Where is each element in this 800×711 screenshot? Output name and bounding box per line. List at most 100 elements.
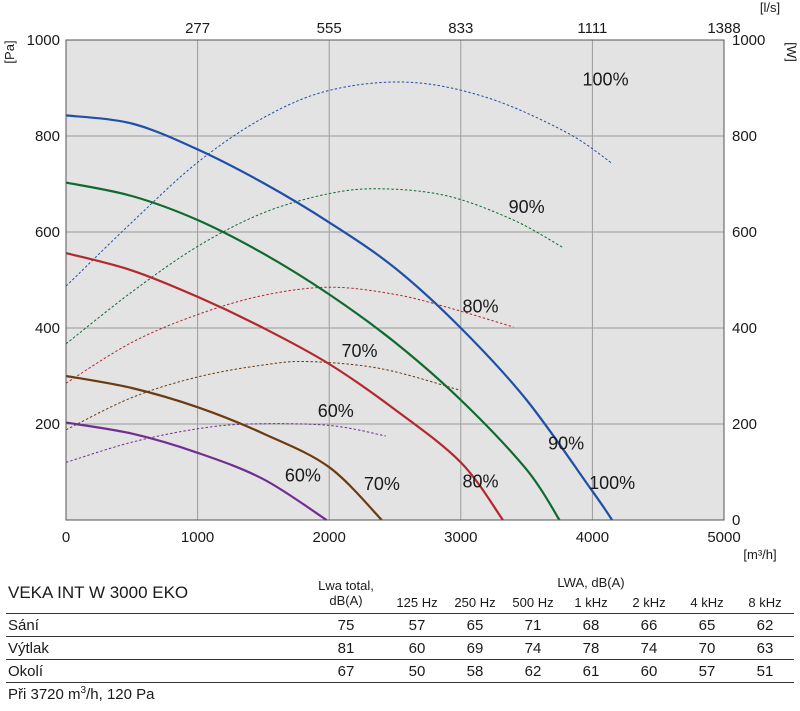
y-right-tick-label: 200 <box>732 416 757 433</box>
band-header: 125 Hz <box>388 591 446 614</box>
x-top-tick-label: 277 <box>185 20 210 37</box>
y-right-tick-label: 600 <box>732 224 757 241</box>
table-header-row-2: 125 Hz 250 Hz 500 Hz 1 kHz 2 kHz 4 kHz 8… <box>6 591 794 614</box>
y-left-tick-label: 800 <box>35 128 60 145</box>
table-row: Sání 75 57 65 71 68 66 65 62 <box>6 613 794 637</box>
row-total: 75 <box>304 613 388 637</box>
row-value: 63 <box>736 636 794 660</box>
x-top-tick-label: 555 <box>317 20 342 37</box>
power-curve-70pct <box>65 360 461 431</box>
table-header-row-1: VEKA INT W 3000 EKO Lwa total, dB(A) LWA… <box>6 573 794 614</box>
row-value: 60 <box>620 659 678 683</box>
x-tick-label: 1000 <box>181 529 214 546</box>
lwa-total-header-line1: Lwa total, <box>318 578 374 593</box>
row-value: 50 <box>388 659 446 683</box>
row-value: 60 <box>388 636 446 660</box>
row-name: Výtlak <box>6 636 304 660</box>
power-curve-60pct <box>65 423 386 463</box>
band-header: 2 kHz <box>620 591 678 614</box>
y-right-tick-label: 1000 <box>732 32 765 49</box>
band-header: 8 kHz <box>736 591 794 614</box>
x-tick-label: 3000 <box>444 529 477 546</box>
row-name: Sání <box>6 613 304 637</box>
y-right-tick-label: 800 <box>732 128 757 145</box>
lwa-total-header: Lwa total, dB(A) <box>304 573 388 614</box>
noise-table: VEKA INT W 3000 EKO Lwa total, dB(A) LWA… <box>6 573 794 705</box>
band-header: 250 Hz <box>446 591 504 614</box>
row-value: 62 <box>504 659 562 683</box>
row-value: 58 <box>446 659 504 683</box>
curve-label: 60% <box>318 401 354 421</box>
row-value: 51 <box>736 659 794 683</box>
y-right-tick-label: 0 <box>732 512 740 529</box>
x-top-tick-label: 833 <box>448 20 473 37</box>
y-right-tick-label: 400 <box>732 320 757 337</box>
x-tick-label: 2000 <box>313 529 346 546</box>
y-axis-right-unit: [W] <box>784 42 799 62</box>
row-name: Okolí <box>6 659 304 683</box>
power-curve-80pct <box>65 286 514 384</box>
footnote-text-end: /h, 120 Pa <box>86 686 155 703</box>
lwa-total-header-line2: dB(A) <box>329 593 363 608</box>
footnote-superscript: 3 <box>80 685 87 696</box>
power-curves <box>65 81 613 463</box>
row-value: 71 <box>504 613 562 637</box>
row-value: 62 <box>736 613 794 637</box>
curve-label: 100% <box>589 473 635 493</box>
x-top-tick-label: 1388 <box>707 20 740 37</box>
row-total: 81 <box>304 636 388 660</box>
y-left-tick-label: 200 <box>35 416 60 433</box>
pressure-curve-100pct <box>65 114 614 521</box>
table-row: Okolí 67 50 58 62 61 60 57 51 <box>6 659 794 683</box>
pressure-curve-60pct <box>65 421 328 521</box>
power-curve-90pct <box>65 188 564 345</box>
grid-lines <box>66 40 724 520</box>
row-total: 67 <box>304 659 388 683</box>
curve-label: 70% <box>341 341 377 361</box>
table-row: Výtlak 81 60 69 74 78 74 70 63 <box>6 636 794 660</box>
row-value: 74 <box>504 636 562 660</box>
curve-label: 80% <box>463 471 499 491</box>
y-axis-left-unit: [Pa] <box>2 40 17 63</box>
performance-chart: 100%90%80%70%60%100%90%80%70%60% 0 1000 20… <box>2 0 799 562</box>
y-left-tick-label: 600 <box>35 224 60 241</box>
band-header: 500 Hz <box>504 591 562 614</box>
curve-label: 60% <box>285 466 321 486</box>
x-tick-label: 4000 <box>576 529 609 546</box>
y-left-tick-label: 400 <box>35 320 60 337</box>
band-header: 1 kHz <box>562 591 620 614</box>
row-value: 57 <box>388 613 446 637</box>
row-value: 57 <box>678 659 736 683</box>
row-value: 65 <box>678 613 736 637</box>
pressure-curve-90pct <box>65 181 561 521</box>
row-value: 69 <box>446 636 504 660</box>
curve-label: 90% <box>548 433 584 453</box>
plot-background <box>66 40 724 520</box>
curve-label: 80% <box>463 297 499 317</box>
curve-labels: 100%90%80%70%60%100%90%80%70%60% <box>285 70 635 494</box>
x-tick-label: 5000 <box>707 529 740 546</box>
power-curve-100pct <box>65 81 613 287</box>
x-tick-label: 0 <box>62 529 70 546</box>
row-value: 68 <box>562 613 620 637</box>
table-footnote-row: Při 3720 m3/h, 120 Pa <box>6 683 794 706</box>
band-header: 4 kHz <box>678 591 736 614</box>
x-axis-unit: [m³/h] <box>743 547 776 562</box>
curve-label: 90% <box>509 197 545 217</box>
plot-frame <box>65 39 725 521</box>
footnote-text: Při 3720 m <box>8 686 81 703</box>
y-left-tick-label: 1000 <box>27 32 60 49</box>
curve-label: 100% <box>583 70 629 90</box>
row-value: 65 <box>446 613 504 637</box>
x-axis-top-unit: [l/s] <box>760 0 780 15</box>
lwa-bands-header: LWA, dB(A) <box>557 574 625 590</box>
curve-label: 70% <box>364 474 400 494</box>
row-value: 78 <box>562 636 620 660</box>
pressure-curve-70pct <box>65 374 383 521</box>
footnote: Při 3720 m3/h, 120 Pa <box>6 683 794 706</box>
row-value: 66 <box>620 613 678 637</box>
pressure-curves <box>65 114 614 521</box>
x-top-tick-label: 1111 <box>577 20 607 37</box>
pressure-curve-80pct <box>65 252 504 521</box>
